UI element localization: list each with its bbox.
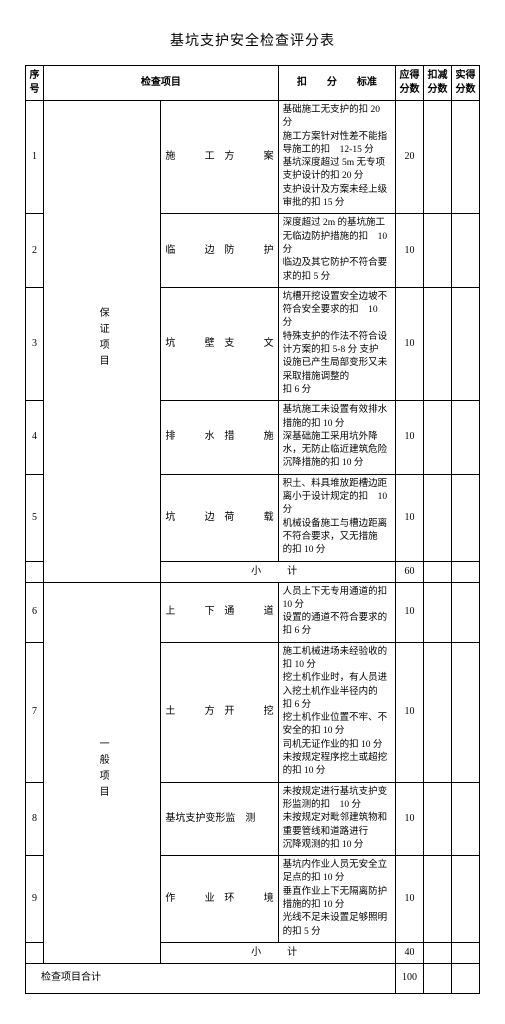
row-actual <box>452 856 480 943</box>
row-no: 6 <box>26 582 44 642</box>
row-std: 基坑施工未设置有效排水措施的扣 10 分 深基础施工采用坑外降水，无防止临近建筑… <box>278 401 395 474</box>
category-cell: 保证项目 <box>44 101 161 583</box>
row-no: 9 <box>26 856 44 943</box>
row-score: 10 <box>396 856 424 943</box>
row-score: 10 <box>396 642 424 782</box>
row-score: 10 <box>396 401 424 474</box>
row-deducted <box>424 474 452 561</box>
row-deducted <box>424 287 452 400</box>
category-cell: 一般项目 <box>44 582 161 963</box>
row-item: 上 下通 道 <box>161 582 278 642</box>
row-actual <box>452 474 480 561</box>
row-actual <box>452 101 480 214</box>
header-deducted: 扣减分数 <box>424 66 452 101</box>
row-std: 基坑内作业人员无安全立足点的扣 10 分 垂直作业上下无隔离防护措施的扣 10 … <box>278 856 395 943</box>
row-score: 10 <box>396 287 424 400</box>
header-check-item: 检查项目 <box>44 66 279 101</box>
row-no: 4 <box>26 401 44 474</box>
row-no: 3 <box>26 287 44 400</box>
row-std: 积土、料具堆放距槽边距离小于设计规定的扣 10 分 机械设备施工与槽边距离不符合… <box>278 474 395 561</box>
row-no: 1 <box>26 101 44 214</box>
row-score: 20 <box>396 101 424 214</box>
row-deducted <box>424 782 452 855</box>
row-actual <box>452 642 480 782</box>
header-deserved: 应得分数 <box>396 66 424 101</box>
header-std: 扣 分 标准 <box>278 66 395 101</box>
score-table: 序号 检查项目 扣 分 标准 应得分数 扣减分数 实得分数 1 保证项目 施 工… <box>25 65 480 994</box>
header-seq: 序号 <box>26 66 44 101</box>
subtotal-label: 小 计 <box>161 561 396 582</box>
row-deducted <box>424 856 452 943</box>
row-item: 基坑支护变形监 测 <box>161 782 278 855</box>
row-std: 基础施工无支护的扣 20 分 施工方案针对性差不能指导施工的扣 12-15 分 … <box>278 101 395 214</box>
row-item: 施 工方 案 <box>161 101 278 214</box>
row-no: 7 <box>26 642 44 782</box>
row-score: 10 <box>396 214 424 287</box>
row-actual <box>452 782 480 855</box>
page-title: 基坑支护安全检查评分表 <box>25 30 480 50</box>
table-row: 1 保证项目 施 工方 案 基础施工无支护的扣 20 分 施工方案针对性差不能指… <box>26 101 480 214</box>
category-label: 保证项目 <box>95 307 109 371</box>
row-std: 未按规定进行基坑支护变形监测的扣 10 分 未按规定对毗邻建筑物和重要管线和道路… <box>278 782 395 855</box>
row-actual <box>452 214 480 287</box>
row-deducted <box>424 642 452 782</box>
row-actual <box>452 401 480 474</box>
row-deducted <box>424 101 452 214</box>
row-std: 坑槽开挖设置安全边坡不符合安全要求的扣 10 分 特殊支护的作法不符合设计方案的… <box>278 287 395 400</box>
row-item: 临 边防 护 <box>161 214 278 287</box>
row-deducted <box>424 401 452 474</box>
row-no: 5 <box>26 474 44 561</box>
row-score: 10 <box>396 582 424 642</box>
row-actual <box>452 287 480 400</box>
row-no: 8 <box>26 782 44 855</box>
row-item: 排 水措 施 <box>161 401 278 474</box>
row-std: 人员上下无专用通道的扣 10 分 设置的通道不符合要求的扣 6 分 <box>278 582 395 642</box>
row-deducted <box>424 214 452 287</box>
subtotal-label: 小 计 <box>161 942 396 963</box>
row-actual <box>452 582 480 642</box>
row-std: 深度超过 2m 的基坑施工无临边防护措施的扣 10 分 临边及其它防护不符合要求… <box>278 214 395 287</box>
total-score: 100 <box>396 963 424 993</box>
row-item: 坑 壁支 文 <box>161 287 278 400</box>
subtotal-score: 60 <box>396 561 424 582</box>
row-score: 10 <box>396 782 424 855</box>
header-actual: 实得分数 <box>452 66 480 101</box>
row-score: 10 <box>396 474 424 561</box>
row-std: 施工机械进场未经验收的扣 10 分 挖土机作业时，有人员进入挖土机作业半径内的 … <box>278 642 395 782</box>
total-label: 检查项目合计 <box>26 963 396 993</box>
row-item: 土 方开 挖 <box>161 642 278 782</box>
row-item: 作 业环 境 <box>161 856 278 943</box>
row-item: 坑 边荷 载 <box>161 474 278 561</box>
category-label: 一般项目 <box>95 738 109 802</box>
row-no: 2 <box>26 214 44 287</box>
table-row: 6 一般项目 上 下通 道 人员上下无专用通道的扣 10 分 设置的通道不符合要… <box>26 582 480 642</box>
row-deducted <box>424 582 452 642</box>
subtotal-score: 40 <box>396 942 424 963</box>
total-row: 检查项目合计 100 <box>26 963 480 993</box>
